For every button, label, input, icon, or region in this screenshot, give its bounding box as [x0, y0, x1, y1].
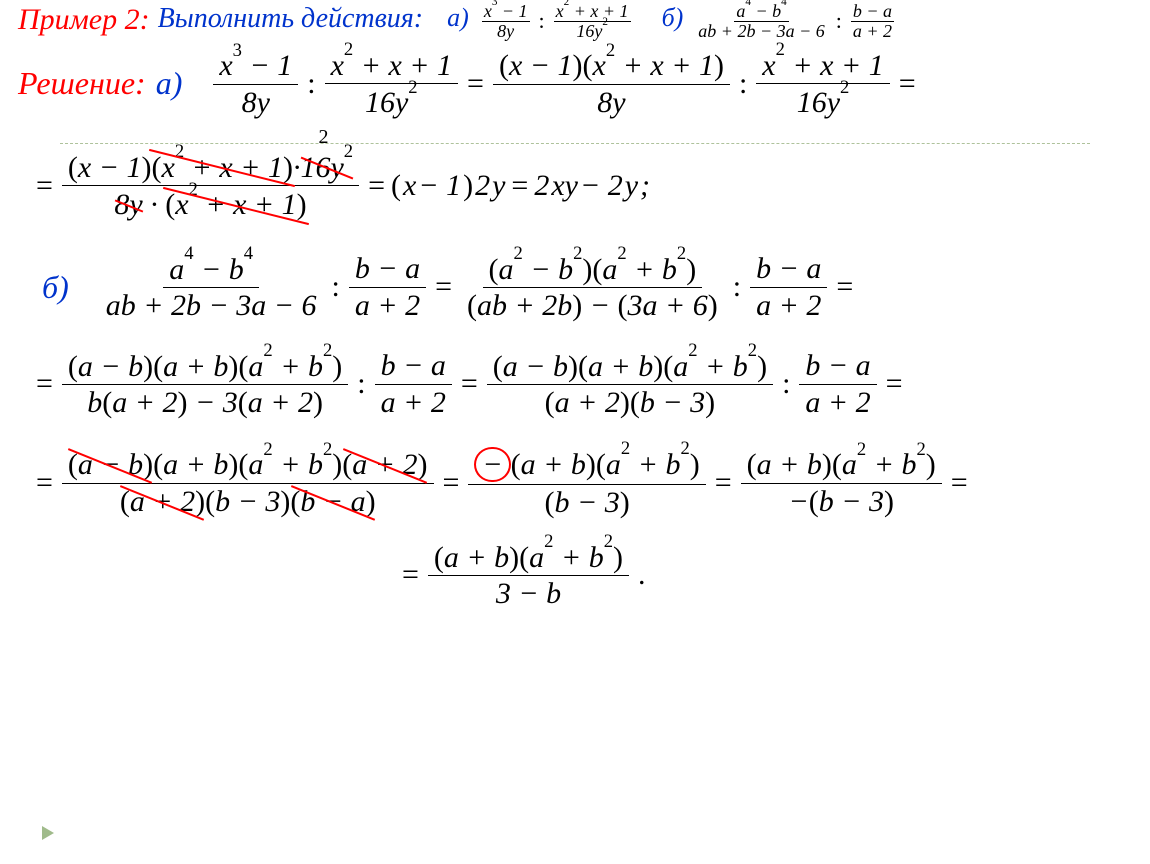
step-a1: x3 − 18y : x2 + x + 116y2 = (x − 1)(x2 +…	[210, 47, 919, 121]
part-b-line4: = (a + b)(a2 + b2) 3 − b .	[398, 539, 1132, 612]
part-b-line1: б) a4 − b4ab + 2b − 3a − 6 : b − aa + 2 …	[42, 251, 1132, 324]
step-a2-line: = (x − 1)(x2 + x + 1)·16y22 8y · (x2 + x…	[32, 149, 1132, 223]
example-label: Пример 2:	[18, 2, 150, 38]
problem-letter-b: б)	[662, 2, 684, 33]
part-b-line2: = (a − b)(a + b)(a2 + b2) b(a + 2) − 3(a…	[32, 348, 1132, 421]
heading-row: Пример 2: Выполнить действия: а) x3 − 18…	[18, 2, 1132, 41]
step-a2: = (x − 1)(x2 + x + 1)·16y22 8y · (x2 + x…	[32, 149, 650, 223]
problem-letter-a: а)	[447, 2, 469, 33]
step-b1: a4 − b4ab + 2b − 3a − 6 : b − aa + 2 = (…	[97, 251, 858, 324]
step-b3: = (a − b)(a + b)(a2 + b2)(a + 2) (a + 2)…	[32, 445, 972, 521]
math-slide: Пример 2: Выполнить действия: а) x3 − 18…	[0, 0, 1150, 864]
solution-label: Решение:	[18, 65, 146, 102]
problem-a-expression: x3 − 18y : x2 + x + 116y2	[479, 2, 634, 41]
solution-letter-b: б)	[42, 269, 69, 306]
slide-marker-triangle-icon	[42, 826, 54, 840]
solution-row: Решение: а) x3 − 18y : x2 + x + 116y2 = …	[18, 47, 1132, 121]
step-b4: = (a + b)(a2 + b2) 3 − b .	[398, 539, 650, 612]
step-b2: = (a − b)(a + b)(a2 + b2) b(a + 2) − 3(a…	[32, 348, 907, 421]
dashed-divider	[60, 143, 1090, 144]
problem-b-expression: a4 − b4ab + 2b − 3a − 6 : b − aa + 2	[693, 2, 897, 41]
part-b-line3: = (a − b)(a + b)(a2 + b2)(a + 2) (a + 2)…	[32, 445, 1132, 521]
task-label: Выполнить действия:	[158, 2, 424, 36]
solution-letter-a: а)	[156, 65, 183, 102]
